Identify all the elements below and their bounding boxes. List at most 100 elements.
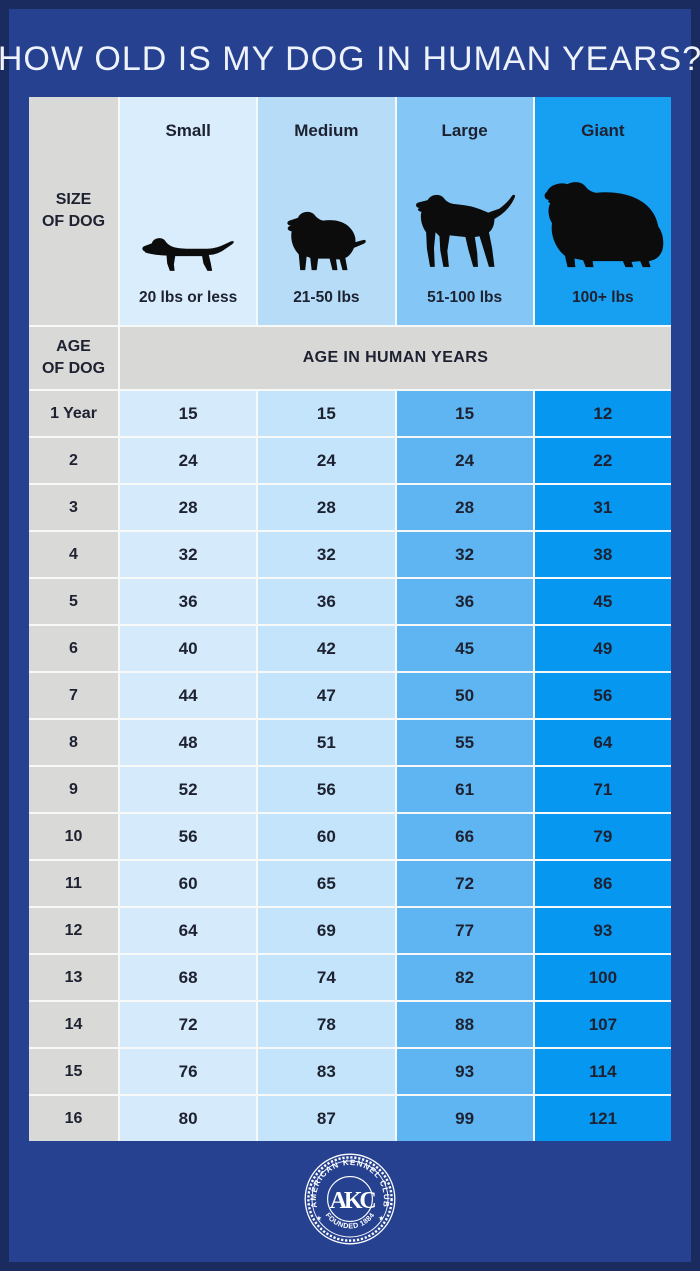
age-cell: 9 (29, 767, 118, 812)
size-of-dog-line2: OF DOG (41, 213, 106, 230)
column-weight-medium: 21-50 lbs (293, 289, 360, 306)
dog-box-medium (283, 141, 369, 289)
value-cell: 72 (396, 861, 533, 906)
value-cell: 15 (120, 391, 257, 436)
value-cell: 82 (396, 955, 533, 1000)
age-cell: 15 (29, 1049, 118, 1094)
value-cell: 72 (120, 1002, 257, 1047)
value-cell: 71 (534, 767, 671, 812)
newfoundland-icon (544, 182, 664, 268)
value-cell: 74 (258, 955, 395, 1000)
value-cell: 93 (534, 908, 671, 953)
value-cell: 32 (258, 532, 395, 577)
value-cell: 87 (258, 1096, 395, 1141)
value-cell: 61 (396, 767, 533, 812)
age-cell: 11 (29, 861, 118, 906)
value-cell: 107 (534, 1002, 671, 1047)
akc-seal-icon: AMERICAN KENNEL CLUB FOUNDED 1884 ★ ★ AK… (304, 1153, 396, 1245)
value-cell: 45 (396, 626, 533, 671)
dachshund-icon (142, 238, 234, 271)
age-cell: 6 (29, 626, 118, 671)
column-weight-small: 20 lbs or less (139, 289, 238, 306)
value-cell: 56 (534, 673, 671, 718)
value-cell: 31 (534, 485, 671, 530)
column-name-giant: Giant (581, 121, 625, 140)
age-cell: 1 Year (29, 391, 118, 436)
column-header-medium: Medium 21-50 lbs (258, 97, 395, 325)
value-cell: 15 (258, 391, 395, 436)
column-header-giant: Giant 100+ lbs (534, 97, 671, 325)
value-cell: 42 (258, 626, 395, 671)
value-cell: 80 (120, 1096, 257, 1141)
value-cell: 68 (120, 955, 257, 1000)
infographic: HOW OLD IS MY DOG IN HUMAN YEARS? SIZE O… (0, 9, 700, 1262)
age-of-dog-label: AGE OF DOG (29, 327, 118, 389)
value-cell: 36 (396, 579, 533, 624)
age-cell: 8 (29, 720, 118, 765)
dog-box-giant (538, 141, 668, 289)
spaniel-icon (287, 211, 367, 271)
star-left-icon: ★ (316, 1215, 322, 1223)
rope-ring-icon (307, 1156, 393, 1242)
value-cell: 12 (534, 391, 671, 436)
age-of-dog-line1: AGE (56, 338, 91, 356)
pointer-icon (415, 194, 515, 267)
value-cell: 47 (258, 673, 395, 718)
value-cell: 32 (396, 532, 533, 577)
dog-age-table: SIZE OF DOG Small 20 lbs or less Medium … (29, 97, 671, 1141)
age-of-dog-line2: OF DOG (41, 360, 106, 377)
value-cell: 28 (258, 485, 395, 530)
akc-logo: AMERICAN KENNEL CLUB FOUNDED 1884 ★ ★ AK… (302, 1151, 398, 1247)
value-cell: 51 (258, 720, 395, 765)
value-cell: 28 (120, 485, 257, 530)
age-cell: 10 (29, 814, 118, 859)
value-cell: 24 (258, 438, 395, 483)
value-cell: 40 (120, 626, 257, 671)
value-cell: 60 (258, 814, 395, 859)
value-cell: 88 (396, 1002, 533, 1047)
size-of-dog-line1: SIZE (55, 191, 92, 209)
value-cell: 86 (534, 861, 671, 906)
value-cell: 24 (396, 438, 533, 483)
age-cell: 2 (29, 438, 118, 483)
value-cell: 64 (120, 908, 257, 953)
value-cell: 60 (120, 861, 257, 906)
age-cell: 14 (29, 1002, 118, 1047)
column-header-large: Large 51-100 lbs (396, 97, 533, 325)
value-cell: 114 (534, 1049, 671, 1094)
value-cell: 76 (120, 1049, 257, 1094)
age-cell: 12 (29, 908, 118, 953)
value-cell: 65 (258, 861, 395, 906)
value-cell: 121 (534, 1096, 671, 1141)
age-cell: 4 (29, 532, 118, 577)
column-name-large: Large (441, 121, 488, 140)
age-cell: 3 (29, 485, 118, 530)
value-cell: 44 (120, 673, 257, 718)
value-cell: 78 (258, 1002, 395, 1047)
age-in-human-years-band: AGE IN HUMAN YEARS (120, 327, 671, 389)
logo-monogram: AKC (330, 1188, 376, 1214)
value-cell: 77 (396, 908, 533, 953)
age-cell: 7 (29, 673, 118, 718)
value-cell: 83 (258, 1049, 395, 1094)
column-weight-giant: 100+ lbs (572, 289, 634, 306)
column-name-medium: Medium (294, 121, 359, 140)
column-header-small: Small 20 lbs or less (120, 97, 257, 325)
value-cell: 28 (396, 485, 533, 530)
value-cell: 55 (396, 720, 533, 765)
value-cell: 22 (534, 438, 671, 483)
page-title: HOW OLD IS MY DOG IN HUMAN YEARS? (0, 39, 700, 78)
age-cell: 16 (29, 1096, 118, 1141)
value-cell: 36 (120, 579, 257, 624)
dog-box-large (412, 141, 518, 289)
value-cell: 32 (120, 532, 257, 577)
value-cell: 66 (396, 814, 533, 859)
column-name-small: Small (165, 121, 211, 140)
dog-box-small (141, 141, 235, 289)
column-weight-large: 51-100 lbs (427, 289, 503, 306)
value-cell: 99 (396, 1096, 533, 1141)
value-cell: 49 (534, 626, 671, 671)
value-cell: 100 (534, 955, 671, 1000)
value-cell: 36 (258, 579, 395, 624)
value-cell: 48 (120, 720, 257, 765)
